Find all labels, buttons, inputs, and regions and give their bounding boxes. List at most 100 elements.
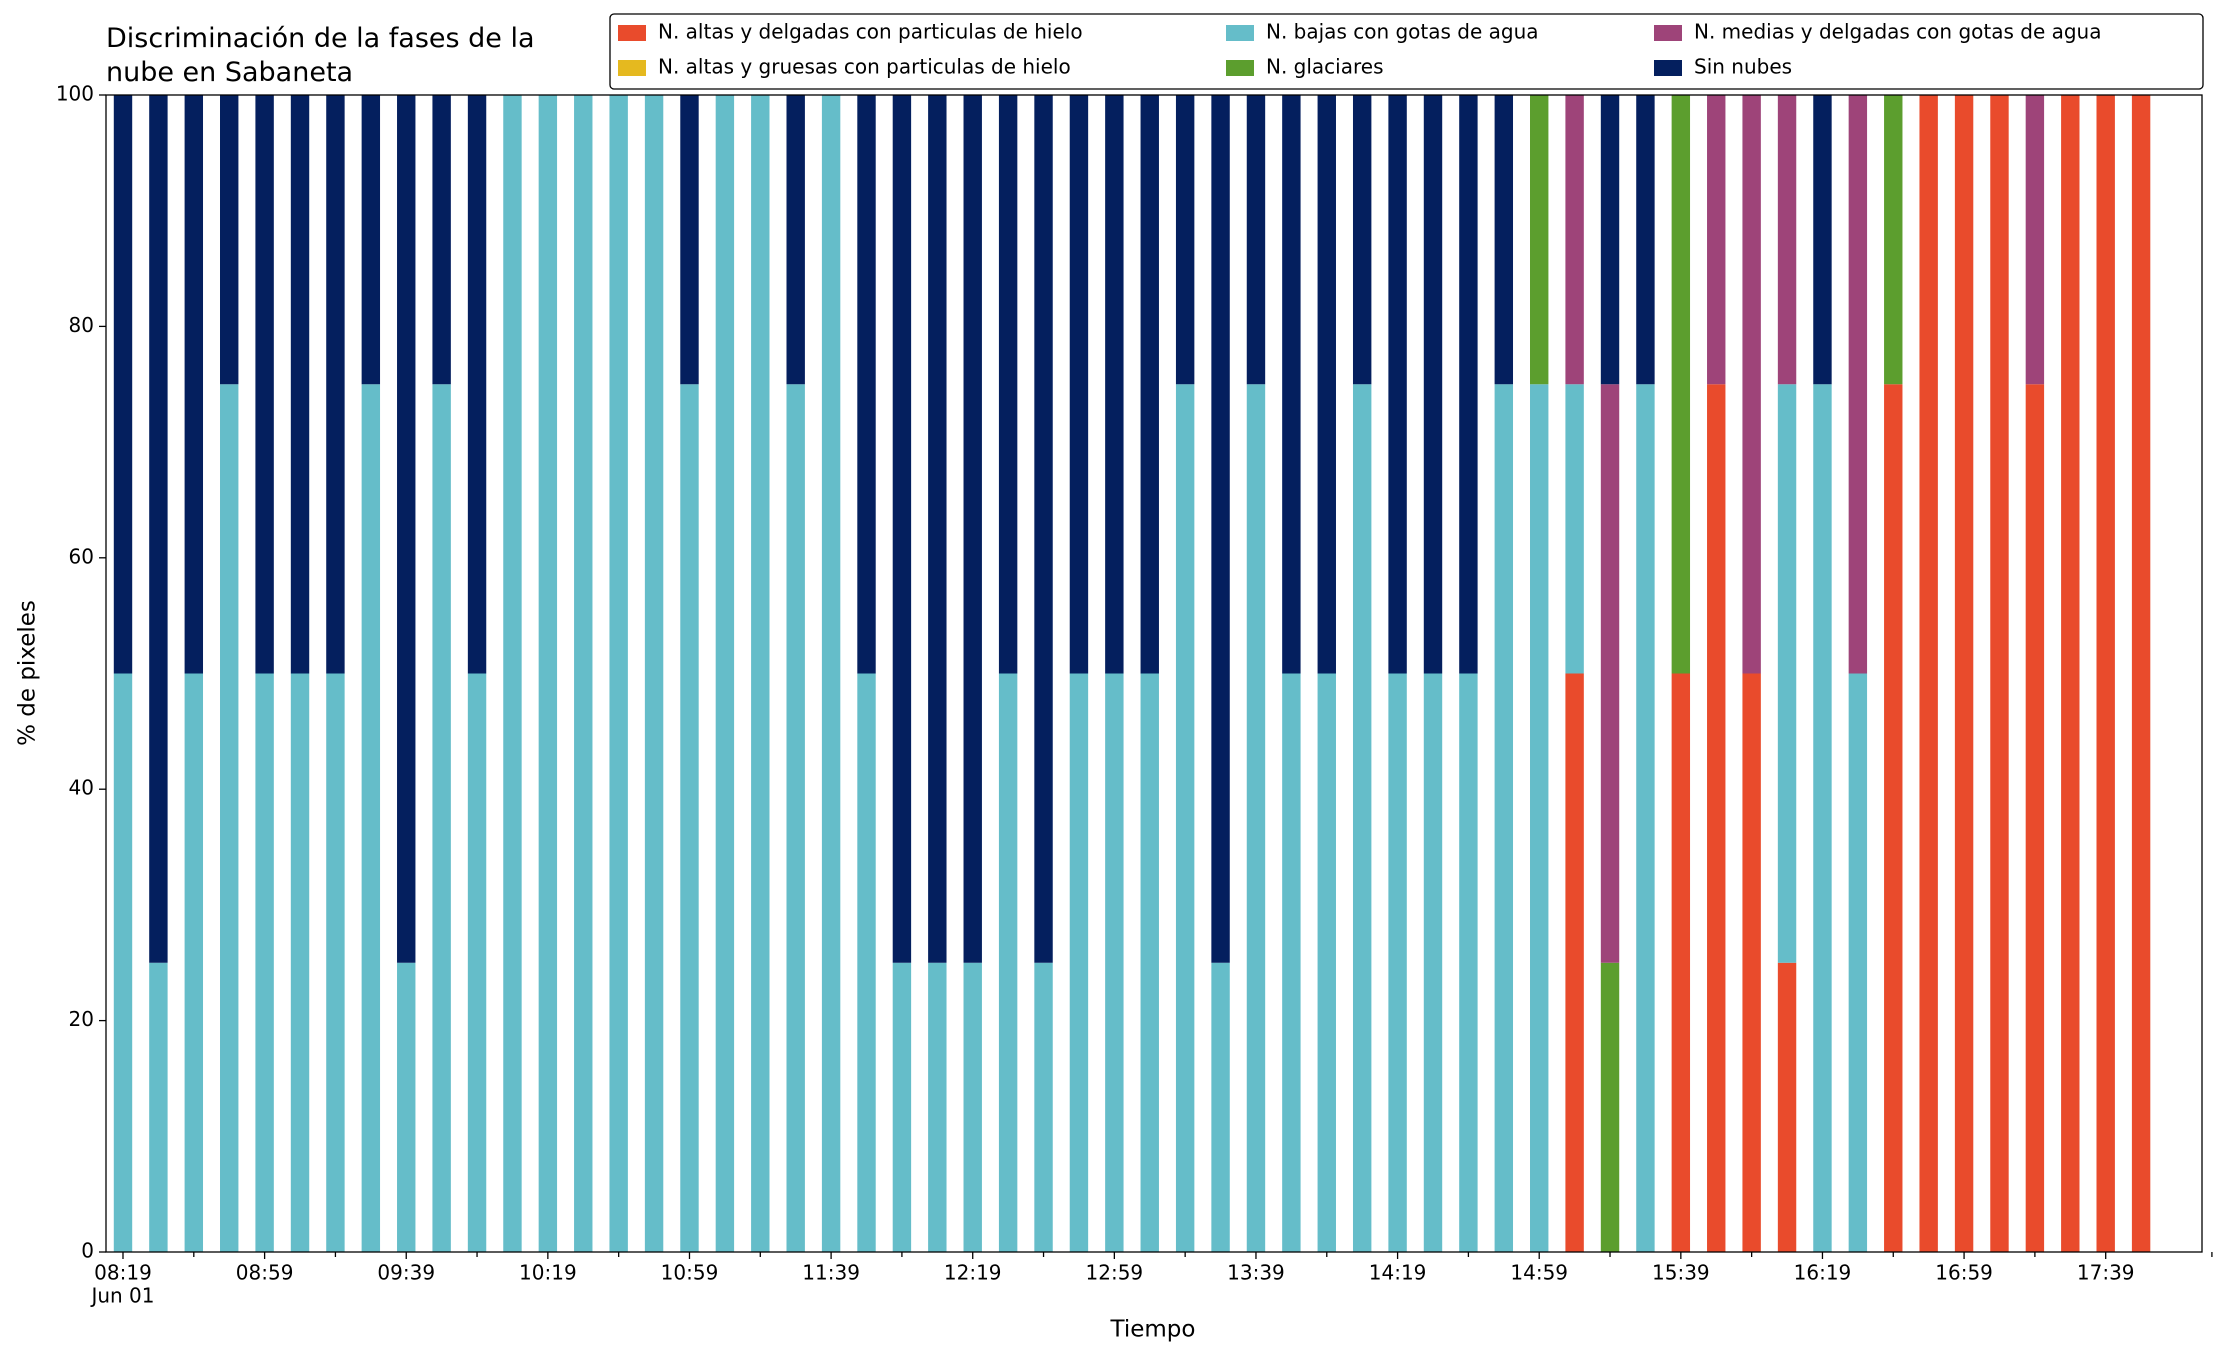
bar-segment xyxy=(1423,673,1443,1252)
bar-segment xyxy=(113,95,133,674)
bar-segment xyxy=(821,95,841,1252)
bar-segment xyxy=(432,384,451,1252)
bar-segment xyxy=(1671,95,1691,674)
x-tick-label: 12:19 xyxy=(944,1261,1002,1285)
y-tick-label: 100 xyxy=(56,82,94,106)
bar-segment xyxy=(503,95,522,1252)
bar-segment xyxy=(998,673,1018,1252)
bar-segment xyxy=(326,673,345,1252)
bar-segment xyxy=(361,384,381,1252)
bar-segment xyxy=(786,384,805,1252)
bar-segment xyxy=(1813,95,1832,385)
bar-segment xyxy=(680,95,699,385)
legend-swatch xyxy=(618,25,646,41)
bar-segment xyxy=(1494,95,1514,385)
legend-label: N. glaciares xyxy=(1266,55,1384,79)
bar-segment xyxy=(467,95,487,674)
bar-segment xyxy=(1565,95,1584,385)
bar-segment xyxy=(149,95,168,963)
bar-segment xyxy=(1175,384,1195,1252)
bar-segment xyxy=(1282,95,1301,674)
bar-segment xyxy=(2025,95,2045,385)
legend-swatch xyxy=(1654,25,1682,41)
x-tick-label: 16:19 xyxy=(1794,1261,1852,1285)
bar-segment xyxy=(1069,95,1089,674)
y-tick-label: 40 xyxy=(69,776,94,800)
bar-segment xyxy=(1530,384,1549,1252)
bar-segment xyxy=(1707,384,1726,1252)
bar-segment xyxy=(1211,962,1230,1252)
bar-segment xyxy=(1352,384,1372,1252)
x-sublabel: Jun 01 xyxy=(89,1284,154,1308)
bar-segment xyxy=(1246,384,1266,1252)
chart-title: Discriminación de la fases de la nube en… xyxy=(106,23,535,88)
bar-segment xyxy=(397,95,416,963)
x-tick-label: 12:59 xyxy=(1086,1261,1144,1285)
bar-segment xyxy=(751,95,770,1252)
bar-segment xyxy=(1388,95,1407,674)
x-tick-label: 08:59 xyxy=(236,1261,294,1285)
bar-segment xyxy=(149,962,168,1252)
bar-segment xyxy=(361,95,381,385)
bar-segment xyxy=(1352,95,1372,385)
bar-segment xyxy=(2025,384,2045,1252)
bar-segment xyxy=(1565,673,1584,1252)
legend-swatch xyxy=(1654,60,1682,76)
bar-segment xyxy=(1848,95,1868,674)
bar-segment xyxy=(1423,95,1443,674)
bar-segment xyxy=(1671,673,1691,1252)
bar-segment xyxy=(1777,384,1797,963)
bar-segment xyxy=(1282,673,1301,1252)
bar-segment xyxy=(1884,95,1903,385)
bar-segment xyxy=(1140,95,1159,674)
bar-segment xyxy=(1565,384,1584,674)
bar-segment xyxy=(857,95,876,674)
legend-box xyxy=(609,13,2204,90)
bar-segment xyxy=(1246,95,1266,385)
x-tick-label: 15:39 xyxy=(1652,1261,1710,1285)
x-tick-label: 17:39 xyxy=(2077,1261,2135,1285)
y-tick-label: 20 xyxy=(69,1007,94,1031)
bar-segment xyxy=(1317,95,1336,674)
bar-segment xyxy=(644,95,664,1252)
bar-segment xyxy=(680,384,699,1252)
y-tick-label: 60 xyxy=(69,544,94,568)
bar-segment xyxy=(1105,95,1124,674)
legend-label: N. altas y delgadas con particulas de hi… xyxy=(658,20,1083,44)
x-axis-label: Tiempo xyxy=(1110,1317,1196,1343)
bar-segment xyxy=(928,95,947,963)
bar-segment xyxy=(998,95,1018,674)
bar-segment xyxy=(326,95,345,674)
bar-segment xyxy=(1494,384,1514,1252)
bar-segment xyxy=(1777,95,1797,385)
bar-segment xyxy=(220,384,239,1252)
bar-segment xyxy=(290,673,310,1252)
bar-segment xyxy=(1069,673,1089,1252)
x-tick-label: 10:19 xyxy=(519,1261,577,1285)
bar-segment xyxy=(1317,673,1336,1252)
bar-segment xyxy=(1034,95,1053,963)
bar-segment xyxy=(715,95,735,1252)
bar-segment xyxy=(857,673,876,1252)
plot-frame xyxy=(105,94,2203,1253)
bar-segment xyxy=(892,95,912,963)
bar-segment xyxy=(1140,673,1159,1252)
bar-segment xyxy=(1742,673,1761,1252)
bar-segment xyxy=(1954,95,1974,1252)
legend-swatch xyxy=(618,60,646,76)
bar-segment xyxy=(1105,673,1124,1252)
legend-label: Sin nubes xyxy=(1694,55,1792,79)
bar-segment xyxy=(1777,962,1797,1252)
x-tick-label: 10:59 xyxy=(661,1261,719,1285)
bar-segment xyxy=(538,95,558,1252)
bar-segment xyxy=(1636,95,1655,385)
bar-segment xyxy=(290,95,310,674)
bar-segment xyxy=(1034,962,1053,1252)
bar-segment xyxy=(1530,95,1549,385)
x-tick-label: 08:19 xyxy=(94,1261,152,1285)
bar-segment xyxy=(113,673,133,1252)
bar-segment xyxy=(2131,95,2151,1252)
bar-segment xyxy=(184,95,204,674)
